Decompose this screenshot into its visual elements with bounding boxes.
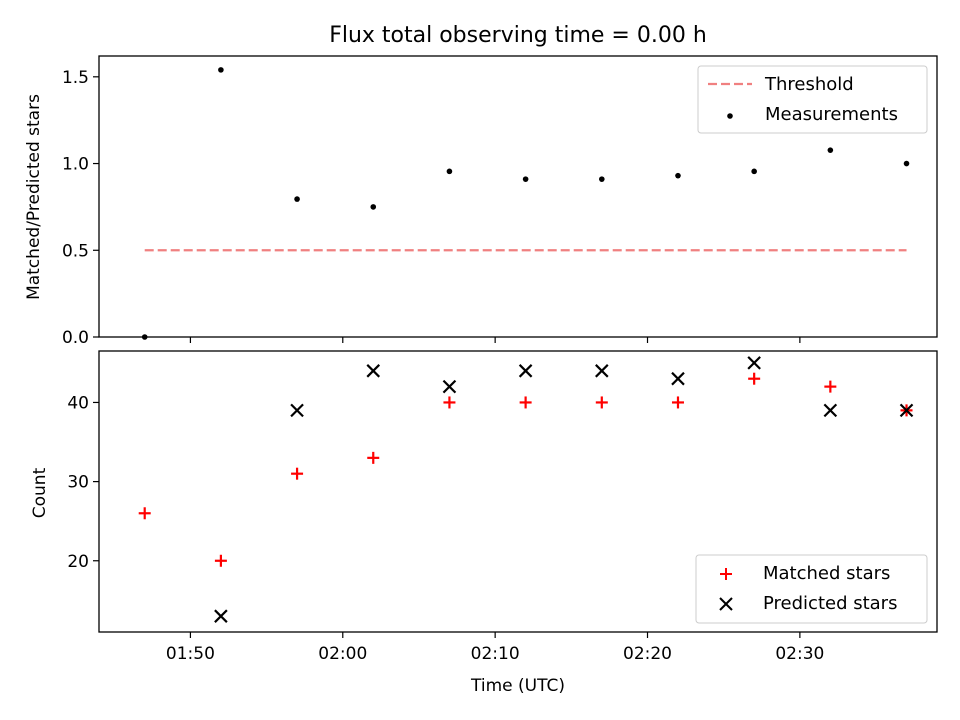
bottom-legend: Matched stars Predicted stars: [695, 554, 928, 624]
measurement-point: [751, 168, 757, 175]
predicted-star-mark-b: [290, 403, 304, 418]
predicted-star-mark-b: [518, 364, 533, 378]
bottom-x-axis: 01:50 02:00 02:10 02:20 02:30: [166, 632, 824, 664]
x-tick-label: 02:30: [775, 644, 824, 664]
bottom-legend-box: [695, 554, 928, 624]
predicted-star-point: [518, 364, 533, 378]
predicted-star-point: [290, 403, 304, 418]
legend-matched-label: Matched stars: [763, 563, 890, 584]
predicted-star-mark-b: [214, 609, 228, 623]
top-x-axis: [189, 337, 801, 343]
predicted-star-point: [671, 371, 685, 386]
predicted-star-mark-b: [442, 379, 457, 394]
bottom-y-axis: 20 30 40: [67, 393, 99, 572]
predicted-star-point: [595, 364, 609, 378]
y-tick-label: 0.0: [62, 328, 89, 348]
bottom-plot-frame: [98, 350, 938, 633]
predicted-star-point: [899, 403, 914, 418]
measurement-point: [903, 160, 910, 167]
legend-measurements-label: Measurements: [765, 104, 898, 125]
matched-star-point: [519, 396, 532, 409]
predicted-star-point: [823, 403, 838, 418]
top-y-axis: 0.0 0.5 1.0 1.5: [62, 68, 99, 348]
bottom-panel: 20 30 40 01:50 02:00 02:10 02:20 02:30 Count T…: [30, 350, 938, 696]
bottom-x-axis-label: Time (UTC): [470, 676, 565, 696]
top-legend-box: [697, 65, 928, 134]
predicted-star-point: [366, 364, 381, 378]
top-legend: Threshold Measurements: [697, 65, 928, 134]
measurement-point: [294, 196, 300, 202]
matched-star-point: [138, 507, 151, 520]
x-tick-label: 02:10: [471, 644, 520, 664]
matched-star-point: [214, 554, 227, 567]
legend-matched-swatch: [720, 568, 732, 580]
matched-star-point: [595, 396, 608, 409]
chart-title: Flux total observing time = 0.00 h: [329, 23, 707, 48]
legend-predicted-label: Predicted stars: [763, 593, 897, 614]
predicted-star-mark-b: [823, 403, 838, 418]
y-tick-label: 20: [67, 552, 89, 572]
x-tick-label: 02:00: [318, 644, 367, 664]
legend-measurements-swatch: [727, 113, 733, 119]
measurement-point: [370, 204, 377, 210]
measurement-point: [522, 176, 529, 182]
matched-star-point: [748, 372, 761, 385]
predicted-star-point: [442, 379, 457, 394]
top-panel: 0.0 0.5 1.0 1.5 Matched/Predicted stars Thr…: [24, 55, 938, 348]
predicted-star-point: [214, 609, 228, 623]
measurement-point: [446, 168, 453, 175]
y-tick-label: 0.5: [62, 241, 89, 261]
matched-star-point: [671, 396, 684, 409]
top-series: [141, 67, 910, 340]
measurement-point: [218, 67, 224, 73]
predicted-star-mark-b: [366, 364, 381, 378]
predicted-star-mark-b: [899, 403, 914, 418]
x-tick-label: 02:20: [623, 644, 672, 664]
predicted-star-point: [747, 356, 761, 370]
legend-predicted-swatch: [719, 597, 733, 611]
predicted-star-mark-b: [595, 364, 609, 378]
measurement-point: [141, 334, 148, 340]
bottom-y-axis-label: Count: [30, 467, 50, 518]
measurement-point: [827, 147, 834, 153]
predicted-star-mark-b: [671, 371, 685, 386]
predicted-star-mark-b: [747, 356, 761, 370]
measurement-point: [675, 172, 681, 179]
y-tick-label: 1.5: [62, 68, 89, 88]
top-plot-frame: [98, 55, 938, 338]
matched-star-point: [291, 467, 304, 480]
matched-star-point: [367, 451, 380, 464]
y-tick-label: 1.0: [62, 155, 89, 175]
top-y-axis-label: Matched/Predicted stars: [24, 94, 44, 300]
x-tick-label: 01:50: [166, 644, 215, 664]
y-tick-label: 30: [67, 473, 89, 493]
bottom-series: [138, 356, 914, 623]
legend-threshold-label: Threshold: [764, 74, 854, 95]
matched-star-point: [443, 396, 456, 409]
matched-star-point: [824, 380, 837, 393]
measurement-point: [599, 176, 605, 182]
y-tick-label: 40: [67, 393, 89, 413]
